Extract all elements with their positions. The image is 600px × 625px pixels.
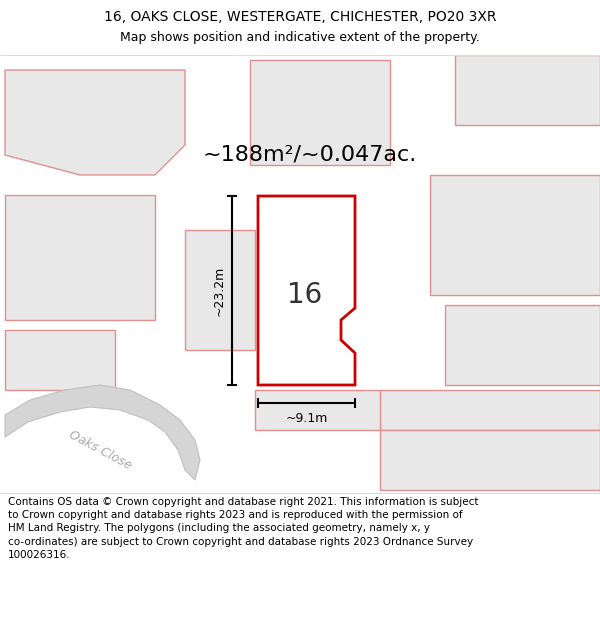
Bar: [0, 55, 600, 490]
Text: Oaks Close: Oaks Close: [67, 428, 134, 472]
Polygon shape: [255, 390, 380, 430]
Polygon shape: [185, 230, 255, 350]
Polygon shape: [250, 60, 390, 165]
Polygon shape: [380, 430, 600, 490]
Polygon shape: [455, 55, 600, 125]
Text: ~188m²/~0.047ac.: ~188m²/~0.047ac.: [203, 145, 417, 165]
Bar: [0, 493, 600, 625]
Polygon shape: [5, 385, 200, 480]
Polygon shape: [380, 390, 600, 430]
Polygon shape: [5, 195, 155, 320]
Bar: [0, 0, 600, 56]
Text: ~9.1m: ~9.1m: [286, 412, 328, 426]
Text: ~23.2m: ~23.2m: [212, 266, 226, 316]
Text: 16, OAKS CLOSE, WESTERGATE, CHICHESTER, PO20 3XR: 16, OAKS CLOSE, WESTERGATE, CHICHESTER, …: [104, 10, 496, 24]
Polygon shape: [258, 196, 355, 385]
Polygon shape: [5, 70, 185, 175]
Polygon shape: [445, 305, 600, 385]
Text: 16: 16: [287, 281, 323, 309]
Text: Contains OS data © Crown copyright and database right 2021. This information is : Contains OS data © Crown copyright and d…: [8, 497, 479, 560]
Text: Map shows position and indicative extent of the property.: Map shows position and indicative extent…: [120, 31, 480, 44]
Polygon shape: [430, 175, 600, 295]
Polygon shape: [5, 330, 115, 390]
